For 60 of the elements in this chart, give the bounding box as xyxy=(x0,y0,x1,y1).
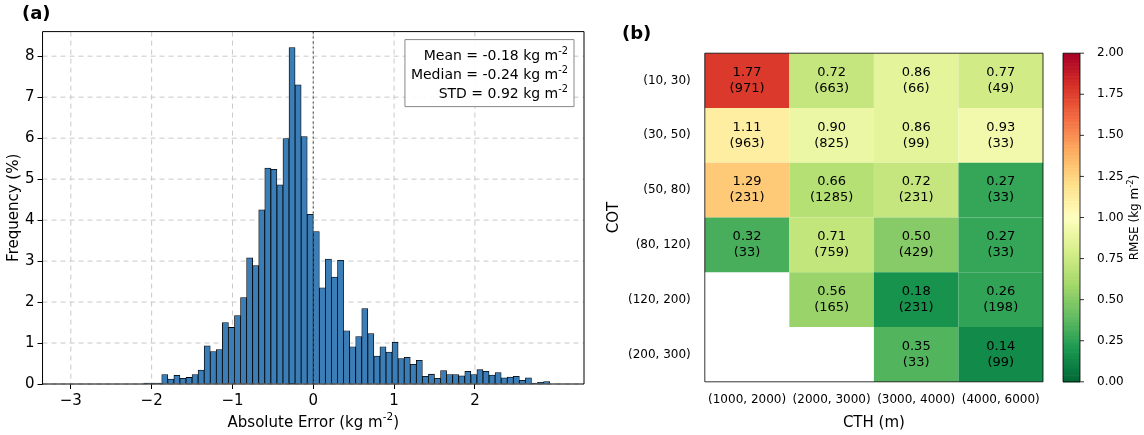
x-tick-label: (4000, 6000) xyxy=(961,392,1040,407)
color-bar-label: 0.50 xyxy=(1097,291,1124,306)
color-bar-label: 1.00 xyxy=(1097,209,1124,224)
x-tick-label: −1 xyxy=(221,390,244,409)
data-label: 0.86 (66) xyxy=(901,63,931,95)
x-tick-label: 2 xyxy=(470,390,480,409)
x-tick-label: −3 xyxy=(59,390,82,409)
data-label: 0.35 (33) xyxy=(901,337,931,369)
data-label: 0.72 (231) xyxy=(898,173,934,205)
x-tick-label: 1 xyxy=(389,390,399,409)
data-label: 1.29 (231) xyxy=(729,173,765,205)
data-label: 0.14 (99) xyxy=(986,337,1016,369)
y-axis-title: Frequency (%) xyxy=(3,153,22,262)
y-tick-label: 8 xyxy=(25,46,35,65)
data-label: 0.27 (33) xyxy=(986,173,1016,205)
data-label: 0.27 (33) xyxy=(986,228,1016,260)
data-label: 0.56 (165) xyxy=(814,283,850,315)
color-bar-label: 0.00 xyxy=(1097,373,1124,388)
color-bar-label: 0.75 xyxy=(1097,250,1124,265)
color-bar-label: 2.00 xyxy=(1097,45,1124,60)
x-tick-label: −2 xyxy=(140,390,163,409)
y-tick-label: (80, 120) xyxy=(635,237,691,252)
data-label: 0.32 (33) xyxy=(732,228,762,260)
color-bar-label: 1.50 xyxy=(1097,127,1124,142)
data-label: 0.86 (99) xyxy=(901,118,931,150)
y-tick-label: (200, 300) xyxy=(627,346,691,361)
x-tick-label: (2000, 3000) xyxy=(792,392,871,407)
data-label: 0.50 (429) xyxy=(898,228,934,260)
data-label: 0.72 (663) xyxy=(814,63,850,95)
y-tick-label: 2 xyxy=(25,291,35,310)
y-tick-label: 4 xyxy=(25,209,35,228)
data-label: 0.66 (1285) xyxy=(810,173,854,205)
y-tick-label: (30, 50) xyxy=(643,127,691,142)
y-tick-label: (50, 80) xyxy=(643,182,691,197)
data-label: 0.26 (198) xyxy=(983,283,1019,315)
y-tick-label: 0 xyxy=(25,373,35,392)
y-tick-label: 3 xyxy=(25,250,35,269)
color-bar-label: 0.25 xyxy=(1097,332,1124,347)
x-tick-label: (3000, 4000) xyxy=(877,392,956,407)
y-tick-label: (10, 30) xyxy=(643,72,691,87)
y-tick-label: (120, 200) xyxy=(627,291,691,306)
y-tick-label: 5 xyxy=(25,169,35,188)
x-tick-label: (1000, 2000) xyxy=(708,392,787,407)
y-axis-title: COT xyxy=(603,200,622,234)
data-label: 0.71 (759) xyxy=(814,228,850,260)
data-label: 0.77 (49) xyxy=(986,63,1016,95)
data-label: 0.93 (33) xyxy=(986,118,1016,150)
y-tick-label: 6 xyxy=(25,128,35,147)
color-bar-label: 1.25 xyxy=(1097,168,1124,183)
x-tick-label: 0 xyxy=(308,390,319,409)
y-tick-label: 7 xyxy=(25,87,35,106)
data-label: 1.11 (963) xyxy=(729,118,765,150)
chart-title: (b) xyxy=(622,22,652,44)
x-axis-title: CTH (m) xyxy=(842,412,905,431)
data-label: 0.18 (231) xyxy=(898,283,934,315)
color-bar-label: 1.75 xyxy=(1097,86,1124,101)
chart-title: (a) xyxy=(22,2,51,24)
data-label: 1.77 (971) xyxy=(729,63,765,95)
data-label: 0.90 (825) xyxy=(814,118,850,150)
y-tick-label: 1 xyxy=(25,332,35,351)
